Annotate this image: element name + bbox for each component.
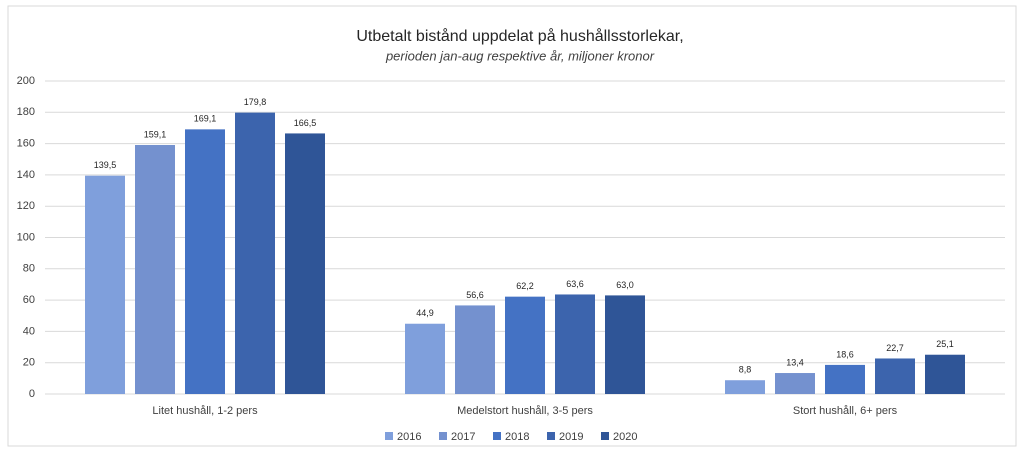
value-label: 63,0 [616, 280, 634, 290]
bar [285, 133, 325, 395]
y-tick-label: 200 [17, 75, 35, 87]
y-tick-label: 120 [17, 200, 35, 212]
x-tick-label: Litet hushåll, 1-2 pers [152, 405, 258, 417]
bar [875, 358, 915, 394]
value-label: 13,4 [786, 357, 804, 367]
value-label: 62,2 [516, 281, 534, 291]
value-label: 169,1 [194, 114, 217, 124]
y-tick-label: 20 [23, 357, 35, 369]
bar [605, 295, 645, 394]
legend-label: 2019 [559, 431, 583, 443]
bar [405, 323, 445, 394]
legend-swatch [493, 432, 501, 440]
bar [185, 129, 225, 394]
y-tick-label: 140 [17, 169, 35, 181]
bar [455, 305, 495, 394]
y-tick-label: 0 [29, 388, 35, 400]
value-label: 18,6 [836, 349, 854, 359]
bar [85, 175, 125, 394]
legend-label: 2016 [397, 431, 421, 443]
chart-title: Utbetalt bistånd uppdelat på hushållssto… [356, 27, 683, 45]
bar [725, 380, 765, 394]
legend-swatch [547, 432, 555, 440]
value-label: 159,1 [144, 129, 167, 139]
bar [135, 145, 175, 394]
y-tick-label: 80 [23, 263, 35, 275]
y-tick-label: 40 [23, 325, 35, 337]
y-tick-label: 100 [17, 231, 35, 243]
legend-swatch [385, 432, 393, 440]
legend-label: 2018 [505, 431, 529, 443]
value-label: 25,1 [936, 339, 954, 349]
y-tick-label: 180 [17, 106, 35, 118]
value-label: 179,8 [244, 97, 267, 107]
value-label: 44,9 [416, 308, 434, 318]
bar [925, 354, 965, 394]
value-label: 8,8 [739, 365, 752, 375]
value-label: 139,5 [94, 160, 117, 170]
bar [505, 296, 545, 394]
y-tick-label: 160 [17, 138, 35, 150]
value-label: 63,6 [566, 279, 584, 289]
x-tick-label: Stort hushåll, 6+ pers [793, 405, 898, 417]
chart-subtitle: perioden jan-aug respektive år, miljoner… [385, 48, 655, 63]
bar [825, 364, 865, 394]
bar [775, 373, 815, 394]
legend-swatch [439, 432, 447, 440]
legend-label: 2017 [451, 431, 475, 443]
value-label: 166,5 [294, 118, 317, 128]
bar [235, 112, 275, 394]
bar [555, 294, 595, 394]
y-tick-label: 60 [23, 294, 35, 306]
x-tick-label: Medelstort hushåll, 3-5 pers [457, 405, 593, 417]
legend-label: 2020 [613, 431, 637, 443]
value-label: 56,6 [466, 290, 484, 300]
value-label: 22,7 [886, 343, 904, 353]
legend-swatch [601, 432, 609, 440]
